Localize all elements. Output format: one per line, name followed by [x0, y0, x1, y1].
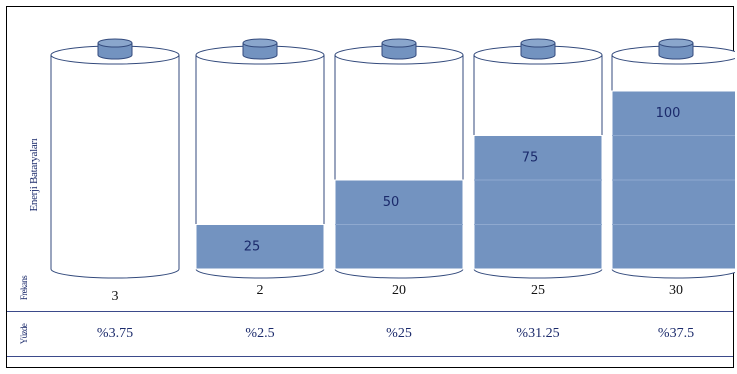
battery-cap [97, 43, 133, 60]
percent-label: %3.75 [96, 326, 134, 341]
battery-cap-top [97, 38, 133, 48]
battery-cap [520, 43, 556, 60]
battery-chart: 3 25 2 50 20 75 25 100 30 [50, 38, 735, 304]
chart-frame: Enerji Bataryaları Frekans Yüzde 3 25 2 50 2… [6, 6, 735, 368]
row-divider-bottom [7, 356, 733, 357]
percent-label: %31.25 [516, 326, 560, 341]
battery-2: 25 2 [195, 38, 325, 298]
bar-fill [473, 135, 603, 270]
percent-label: %2.5 [245, 326, 275, 341]
battery-cap [242, 43, 278, 60]
battery-cap-top [242, 38, 278, 48]
percent-label: %37.5 [657, 326, 695, 341]
bar-fill [195, 224, 325, 270]
battery-3: 50 20 [334, 38, 464, 298]
row-divider-top [7, 311, 733, 312]
data-label: 75 [522, 151, 539, 166]
battery-cap [658, 43, 694, 60]
battery-4: 75 25 [473, 38, 603, 298]
frequency-label: 25 [531, 283, 545, 298]
battery-body [50, 55, 180, 279]
battery-5: 100 30 [611, 38, 735, 298]
data-label: 25 [244, 240, 261, 255]
frequency-label: 30 [669, 283, 683, 298]
frequency-label: 20 [392, 283, 406, 298]
battery-cap-top [520, 38, 556, 48]
data-label: 100 [656, 106, 681, 121]
battery-cap [381, 43, 417, 60]
battery-body [195, 55, 325, 279]
battery-cap-top [658, 38, 694, 48]
percent-label: %25 [386, 326, 412, 341]
frequency-label: 3 [112, 289, 119, 304]
data-label: 50 [383, 195, 400, 210]
frequency-label: 2 [257, 283, 264, 298]
battery-cap-top [381, 38, 417, 48]
percent-row-label: Yüzde [19, 323, 29, 345]
battery-1: 3 [50, 38, 180, 304]
